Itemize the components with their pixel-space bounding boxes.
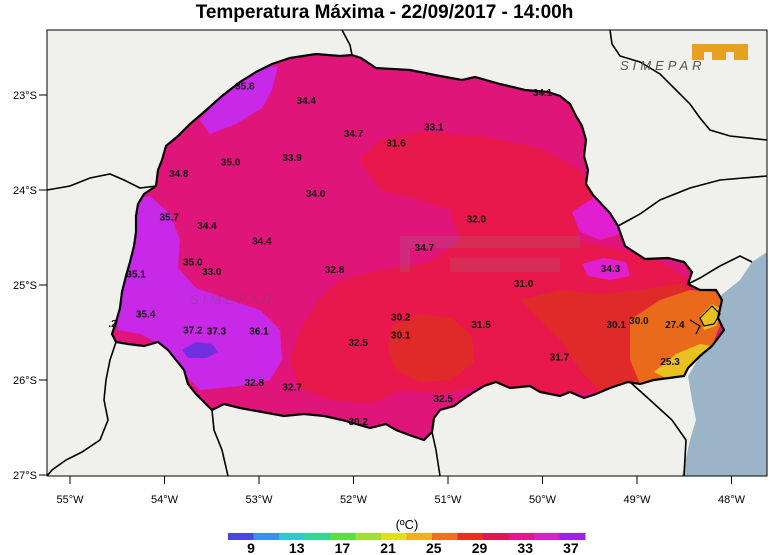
station-label: 35.7 xyxy=(159,213,179,224)
field-purple-core xyxy=(182,342,218,358)
station-label: 32.7 xyxy=(282,383,302,394)
colorbar-segment xyxy=(457,533,484,540)
station-label: 34.4 xyxy=(197,221,217,232)
field-yellow xyxy=(654,344,712,380)
station-label: 30.1 xyxy=(391,330,411,341)
latitude-axis: 23°S 24°S 25°S 26°S 27°S xyxy=(13,90,47,482)
station-label: 30.2 xyxy=(391,312,411,323)
field-magenta-east-2 xyxy=(582,258,630,280)
lon-tick-label: 51°W xyxy=(434,494,462,506)
colorbar-tick-label: 33 xyxy=(517,540,533,555)
map-title: Temperatura Máxima - 22/09/2017 - 14:00h xyxy=(195,2,574,23)
station-label: 31.7 xyxy=(550,352,570,363)
colorbar-segments xyxy=(228,533,586,540)
longitude-axis: 55°W 54°W 53°W 52°W 51°W 50°W 49°W 48°W xyxy=(56,476,746,506)
colorbar-segment xyxy=(228,533,254,540)
lon-tick-label: 49°W xyxy=(623,494,651,506)
colorbar-tick-label: 37 xyxy=(563,540,579,555)
station-label: 37.3 xyxy=(207,327,227,338)
station-label: 35.0 xyxy=(221,158,241,169)
station-label: 36.1 xyxy=(249,327,269,338)
colorbar-segment xyxy=(534,533,560,540)
station-label: 37.2 xyxy=(183,326,203,337)
map-border xyxy=(46,29,768,477)
colorbar-tick-label: 13 xyxy=(289,540,305,555)
station-label: 32.5 xyxy=(348,338,368,349)
colorbar-segment xyxy=(381,533,407,540)
station-label: 35.1 xyxy=(126,270,146,281)
station-label: 32.5 xyxy=(434,394,454,405)
lat-tick-label: 23°S xyxy=(13,90,37,102)
station-label: 35.0 xyxy=(183,257,203,268)
colorbar-segment xyxy=(279,533,305,540)
colorbar-tick-label: 21 xyxy=(380,540,396,555)
station-label: 32.0 xyxy=(467,215,487,226)
station-label: 31.5 xyxy=(471,320,491,331)
colorbar-tick-label: 25 xyxy=(426,540,442,555)
station-label: 27.4 xyxy=(665,320,685,331)
simepar-logo: SIMEPAR xyxy=(620,44,748,73)
station-label: 34.0 xyxy=(306,189,326,200)
lon-tick-label: 52°W xyxy=(340,494,368,506)
station-labels: 35.8 34.4 34.7 33.1 34.1 31.6 35.0 33.9 34.8 34.0… xyxy=(108,82,685,428)
ocean xyxy=(682,252,767,476)
colorbar-segment xyxy=(253,533,280,540)
colorbar-unit: (ºC) xyxy=(396,517,419,532)
colorbar-segment xyxy=(355,533,382,540)
colorbar-tick-label: 29 xyxy=(472,540,488,555)
station-label: 34.7 xyxy=(344,129,364,140)
station-label: 30.2 xyxy=(348,417,368,428)
station-label: 34.1 xyxy=(533,88,553,99)
watermark-center xyxy=(400,236,580,272)
station-label: 34.3 xyxy=(601,264,621,275)
watermark-text: SIMEPAR xyxy=(190,292,276,307)
colorbar-segment xyxy=(304,533,331,540)
station-label: 33.1 xyxy=(424,122,444,133)
colorbar-segment xyxy=(508,533,535,540)
colorbar-segment xyxy=(406,533,433,540)
station-label: 35.8 xyxy=(235,82,255,93)
logo-text: SIMEPAR xyxy=(620,58,706,73)
border-lines xyxy=(47,30,767,476)
map-frame: SIMEPAR xyxy=(47,30,767,476)
lon-tick-label: 55°W xyxy=(56,494,84,506)
lon-tick-label: 48°W xyxy=(718,494,746,506)
colorbar-segment xyxy=(483,533,509,540)
lon-tick-label: 54°W xyxy=(151,494,179,506)
station-label: .2 xyxy=(108,319,117,330)
station-label: 34.7 xyxy=(415,243,435,254)
station-label: 33.9 xyxy=(282,153,302,164)
lat-tick-label: 27°S xyxy=(13,470,37,482)
colorbar-tick-labels: 9 13 17 21 25 29 33 37 xyxy=(247,540,579,555)
station-label: 33.0 xyxy=(202,267,222,278)
station-label: 34.4 xyxy=(297,96,317,107)
field-hotspot xyxy=(388,314,474,382)
station-label: 30.0 xyxy=(629,316,649,327)
colorbar-tick-label: 9 xyxy=(247,540,255,555)
lat-tick-label: 24°S xyxy=(13,185,37,197)
colorbar-tick-label: 17 xyxy=(335,540,351,555)
lon-tick-label: 50°W xyxy=(529,494,557,506)
station-label: 32.8 xyxy=(325,265,345,276)
station-label: 31.0 xyxy=(514,279,534,290)
colorbar-segment xyxy=(559,533,586,540)
station-label: 25.3 xyxy=(660,357,680,368)
station-label: 30.1 xyxy=(606,320,626,331)
coastal-inlet xyxy=(689,305,721,335)
colorbar-segment xyxy=(432,533,458,540)
station-label: 32.8 xyxy=(245,378,265,389)
station-label: 34.8 xyxy=(169,169,189,180)
station-label: 34.4 xyxy=(252,236,272,247)
colorbar: (ºC) 9 13 17 21 25 29 33 37 xyxy=(228,517,586,555)
lon-tick-label: 53°W xyxy=(245,494,273,506)
station-label: 35.4 xyxy=(136,310,156,321)
field-magenta-north xyxy=(200,66,278,134)
lat-tick-label: 26°S xyxy=(13,375,37,387)
lat-tick-label: 25°S xyxy=(13,280,37,292)
station-label: 31.6 xyxy=(386,139,406,150)
colorbar-segment xyxy=(330,533,356,540)
field-orange xyxy=(630,290,722,384)
